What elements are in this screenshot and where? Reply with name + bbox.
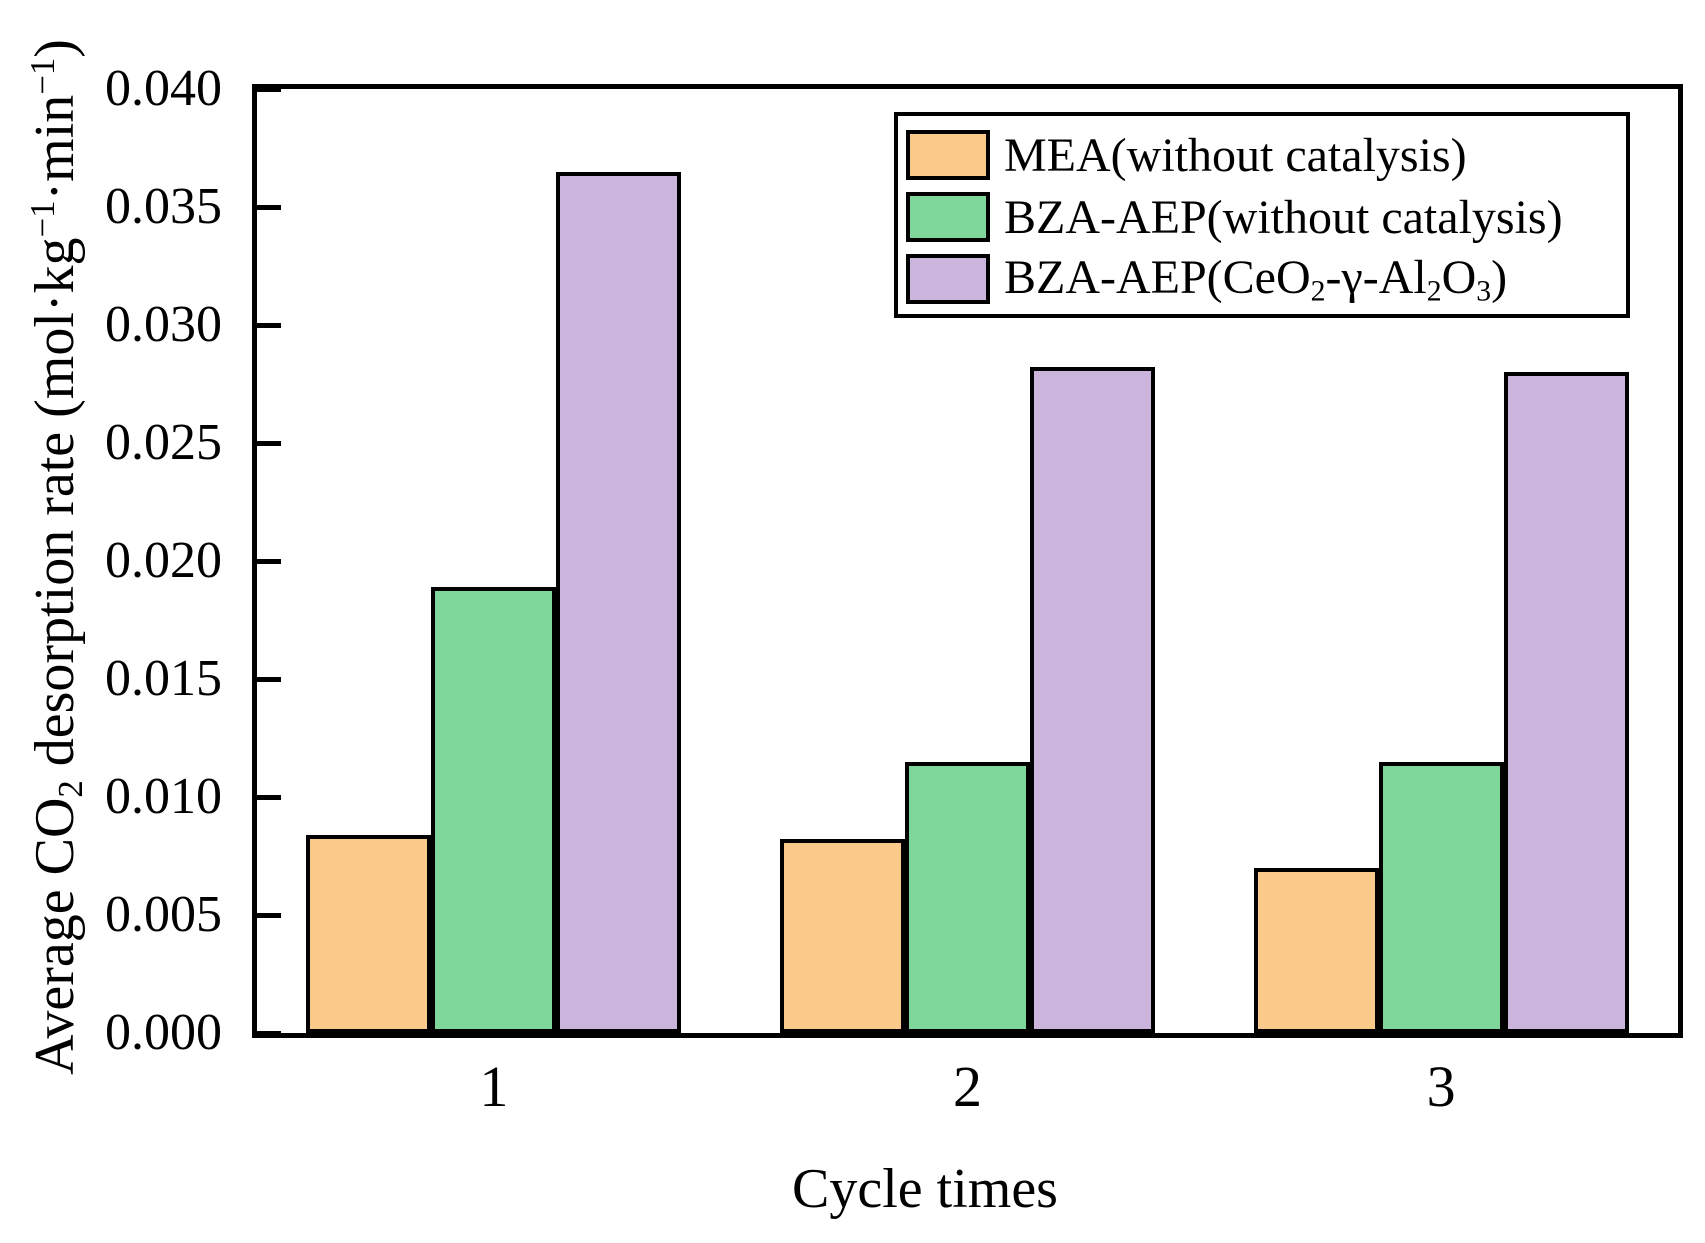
y-tick-0.040 — [257, 86, 281, 92]
legend-label: MEA(without catalysis) — [1004, 128, 1467, 183]
y-tick-label-0.040: 0.040 — [105, 60, 222, 117]
y-tick-0.000 — [257, 1030, 281, 1036]
y-tick-0.030 — [257, 322, 281, 328]
y-tick-label-0.000: 0.000 — [105, 1004, 222, 1061]
y-tick-0.010 — [257, 794, 281, 800]
y-tick-label-0.025: 0.025 — [105, 414, 222, 471]
bar-series3-cycle2 — [1030, 367, 1155, 1033]
x-category-label-2: 2 — [953, 1054, 982, 1119]
y-tick-label-0.035: 0.035 — [105, 178, 222, 235]
bar-series2-cycle3 — [1378, 761, 1504, 1033]
legend-label: BZA-AEP(without catalysis) — [1004, 190, 1563, 245]
legend: MEA(without catalysis) BZA-AEP(without ca… — [894, 112, 1630, 318]
bar-series3-cycle1 — [556, 171, 682, 1033]
bar-series1-cycle2 — [780, 839, 905, 1033]
y-tick-label-0.005: 0.005 — [105, 886, 222, 943]
x-category-label-3: 3 — [1426, 1054, 1456, 1119]
legend-item-3: BZA-AEP(CeO2-γ-Al2O3) — [906, 248, 1626, 310]
rich-text: MEA(without catalysis) — [1004, 128, 1467, 182]
y-tick-label-0.030: 0.030 — [105, 296, 222, 353]
legend-item-1: MEA(without catalysis) — [906, 124, 1626, 186]
rich-text: O — [1441, 250, 1477, 304]
y-tick-label-0.010: 0.010 — [105, 768, 222, 825]
rich-text: BZA-AEP(without catalysis) — [1004, 190, 1563, 244]
legend-swatch-icon — [906, 130, 990, 180]
y-tick-label-0.015: 0.015 — [105, 650, 222, 707]
legend-rows: MEA(without catalysis) BZA-AEP(without ca… — [906, 124, 1626, 310]
rich-text-sub: 3 — [1476, 274, 1492, 308]
x-category-label-1: 1 — [479, 1054, 509, 1119]
legend-label: BZA-AEP(CeO2-γ-Al2O3) — [1004, 250, 1507, 308]
y-tick-0.035 — [257, 204, 281, 210]
y-tick-0.005 — [257, 912, 281, 918]
rich-text-sub: 2 — [1310, 274, 1326, 308]
x-axis-title: Cycle times — [792, 1158, 1058, 1220]
bar-series3-cycle3 — [1503, 372, 1629, 1033]
legend-swatch-icon — [906, 254, 990, 304]
bar-series1-cycle1 — [306, 834, 432, 1033]
y-tick-0.025 — [257, 440, 281, 446]
bar-series1-cycle3 — [1253, 867, 1379, 1033]
rich-text: -γ-Al — [1325, 250, 1427, 304]
y-tick-0.020 — [257, 558, 281, 564]
bar-series2-cycle1 — [431, 586, 557, 1033]
rich-text: ) — [24, 39, 87, 58]
bar-series2-cycle2 — [905, 761, 1030, 1033]
legend-swatch-icon — [906, 192, 990, 242]
legend-item-2: BZA-AEP(without catalysis) — [906, 186, 1626, 248]
y-tick-label-0.020: 0.020 — [105, 532, 222, 589]
rich-text-sub: 2 — [1426, 274, 1442, 308]
rich-text: ) — [1491, 250, 1508, 304]
y-tick-0.015 — [257, 676, 281, 682]
rich-text: BZA-AEP(CeO — [1004, 250, 1311, 304]
plot-area: MEA(without catalysis) BZA-AEP(without ca… — [252, 84, 1683, 1038]
